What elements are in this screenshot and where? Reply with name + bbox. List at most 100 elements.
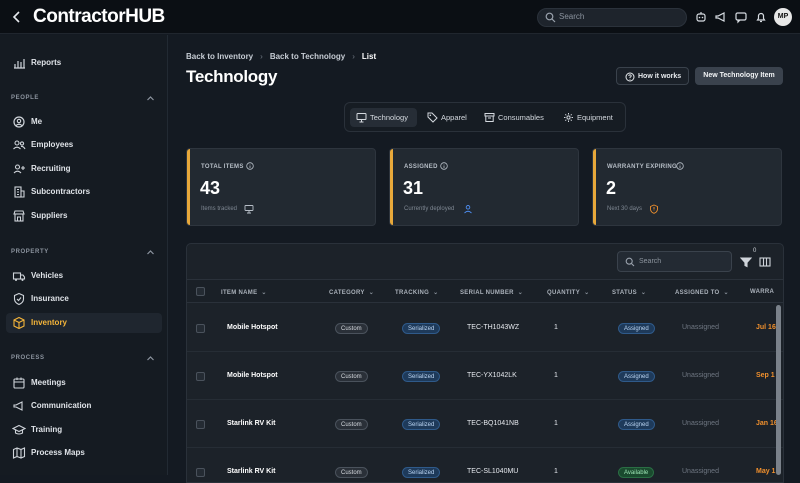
user-circle-icon [13, 116, 25, 128]
status-badge: Available [618, 467, 655, 478]
table-row[interactable]: Starlink RV Kit Custom Serialized TEC-BQ… [187, 400, 783, 448]
chevron-down-icon: ⌄ [433, 290, 439, 296]
warranty-date: Jul 16 [756, 324, 776, 331]
info-icon[interactable] [676, 162, 684, 170]
tab-equipment[interactable]: Equipment [557, 108, 621, 127]
row-checkbox[interactable] [196, 420, 205, 429]
user-plus-icon [13, 164, 25, 174]
global-search-input[interactable]: Search [537, 8, 687, 27]
app-logo[interactable]: ContractorHUB [33, 6, 165, 27]
tab-label: Apparel [441, 113, 467, 122]
sidebar-item-vehicles[interactable]: Vehicles [6, 266, 162, 286]
row-checkbox[interactable] [196, 468, 205, 477]
item-name[interactable]: Mobile Hotspot [227, 324, 278, 331]
row-checkbox[interactable] [196, 324, 205, 333]
quantity: 1 [554, 324, 558, 331]
column-header-category[interactable]: CATEGORY ⌄ [329, 289, 374, 296]
breadcrumb-separator: › [260, 52, 263, 61]
status-badge: Assigned [618, 419, 655, 430]
table-search-input[interactable]: Search [617, 251, 732, 272]
inventory-table: Search 0 ITEM NAME ⌄ CATEGORY ⌄ TRACKING ⌄ … [186, 243, 784, 483]
sidebar-item-inventory[interactable]: Inventory [6, 313, 162, 333]
column-header-status[interactable]: STATUS ⌄ [612, 289, 646, 296]
column-header-tracking[interactable]: TRACKING ⌄ [395, 289, 438, 296]
sidebar-item-insurance[interactable]: Insurance [6, 289, 162, 309]
column-label: QUANTITY [547, 290, 581, 296]
filter-count-badge: 0 [753, 248, 757, 254]
search-icon [545, 12, 556, 23]
tab-label: Consumables [498, 113, 544, 122]
new-technology-item-button[interactable]: New Technology Item [695, 67, 783, 85]
mortarboard-icon [12, 424, 26, 435]
chat-icon[interactable] [734, 10, 748, 24]
status-badge: Assigned [618, 323, 655, 334]
info-icon[interactable] [440, 162, 448, 170]
avatar[interactable]: MP [774, 8, 792, 26]
sidebar-item-subcontractors[interactable]: Subcontractors [6, 182, 162, 202]
column-header-item-name[interactable]: ITEM NAME ⌄ [221, 289, 267, 296]
filter-icon[interactable] [740, 256, 752, 268]
category-badge: Custom [335, 467, 368, 478]
category-tabs: Technology Apparel Consumables Equipment [344, 102, 626, 132]
column-header-warranty[interactable]: WARRA [750, 289, 774, 295]
shield-alert-icon [650, 204, 658, 214]
info-icon[interactable] [246, 162, 254, 170]
breadcrumb-back-to-inventory[interactable]: Back to Inventory [186, 52, 254, 61]
assistant-icon[interactable] [694, 10, 708, 24]
quantity: 1 [554, 372, 558, 379]
tab-label: Technology [370, 113, 408, 122]
column-header-assigned-to[interactable]: ASSIGNED TO ⌄ [675, 289, 729, 296]
tracking-badge: Serialized [402, 371, 441, 382]
tab-technology[interactable]: Technology [350, 108, 417, 127]
row-checkbox[interactable] [196, 372, 205, 381]
tab-consumables[interactable]: Consumables [478, 108, 554, 127]
card-title: TOTAL ITEMS [201, 164, 244, 170]
user-icon [464, 205, 472, 214]
sidebar-item-suppliers[interactable]: Suppliers [6, 206, 162, 226]
sidebar-item-meetings[interactable]: Meetings [6, 373, 162, 393]
item-name[interactable]: Mobile Hotspot [227, 372, 278, 379]
sidebar-item-label: Subcontractors [31, 187, 91, 196]
chevron-up-icon[interactable] [146, 248, 155, 257]
sidebar-item-process-maps[interactable]: Process Maps [6, 443, 162, 463]
sidebar-item-recruiting[interactable]: Recruiting [6, 159, 162, 179]
sidebar-item-reports[interactable]: Reports [6, 53, 162, 73]
card-title: WARRANTY EXPIRING [607, 164, 677, 170]
item-name[interactable]: Starlink RV Kit [227, 420, 276, 427]
search-placeholder: Search [559, 12, 585, 21]
back-chevron-icon[interactable] [10, 10, 24, 24]
table-row[interactable]: Starlink RV Kit Custom Serialized TEC-SL… [187, 448, 783, 482]
top-bar: ContractorHUB Search MP [0, 0, 800, 34]
tag-icon [427, 112, 438, 123]
breadcrumb-current: List [361, 52, 377, 61]
sidebar-item-me[interactable]: Me [6, 112, 162, 132]
sidebar-item-communication[interactable]: Communication [6, 396, 162, 416]
card-accent-bar [390, 149, 393, 225]
tab-apparel[interactable]: Apparel [421, 108, 477, 127]
box-icon [13, 316, 25, 330]
serial-number: TEC-YX1042LK [467, 372, 517, 379]
chevron-up-icon[interactable] [146, 94, 155, 103]
column-header-quantity[interactable]: QUANTITY ⌄ [547, 289, 589, 296]
sidebar-item-training[interactable]: Training [6, 420, 162, 440]
item-name[interactable]: Starlink RV Kit [227, 468, 276, 475]
megaphone-icon[interactable] [714, 10, 728, 24]
table-scrollbar[interactable] [776, 305, 781, 475]
breadcrumb-separator: › [352, 52, 355, 61]
column-header-serial-number[interactable]: SERIAL NUMBER ⌄ [460, 289, 523, 296]
table-header: ITEM NAME ⌄ CATEGORY ⌄ TRACKING ⌄ SERIAL NU… [187, 279, 783, 303]
bell-icon[interactable] [754, 10, 768, 24]
table-row[interactable]: Mobile Hotspot Custom Serialized TEC-YX1… [187, 352, 783, 400]
column-label: CATEGORY [329, 290, 365, 296]
how-it-works-button[interactable]: How it works [616, 67, 689, 85]
breadcrumb-back-to-technology[interactable]: Back to Technology [269, 52, 346, 61]
table-row[interactable]: Mobile Hotspot Custom Serialized TEC-TH1… [187, 304, 783, 352]
select-all-checkbox[interactable] [196, 287, 205, 296]
table-search-placeholder: Search [639, 258, 662, 265]
column-label: TRACKING [395, 290, 430, 296]
chevron-down-icon: ⌄ [723, 290, 729, 296]
truck-icon [12, 272, 26, 281]
chevron-up-icon[interactable] [146, 354, 155, 363]
sidebar-item-employees[interactable]: Employees [6, 135, 162, 155]
columns-icon[interactable] [759, 256, 771, 268]
